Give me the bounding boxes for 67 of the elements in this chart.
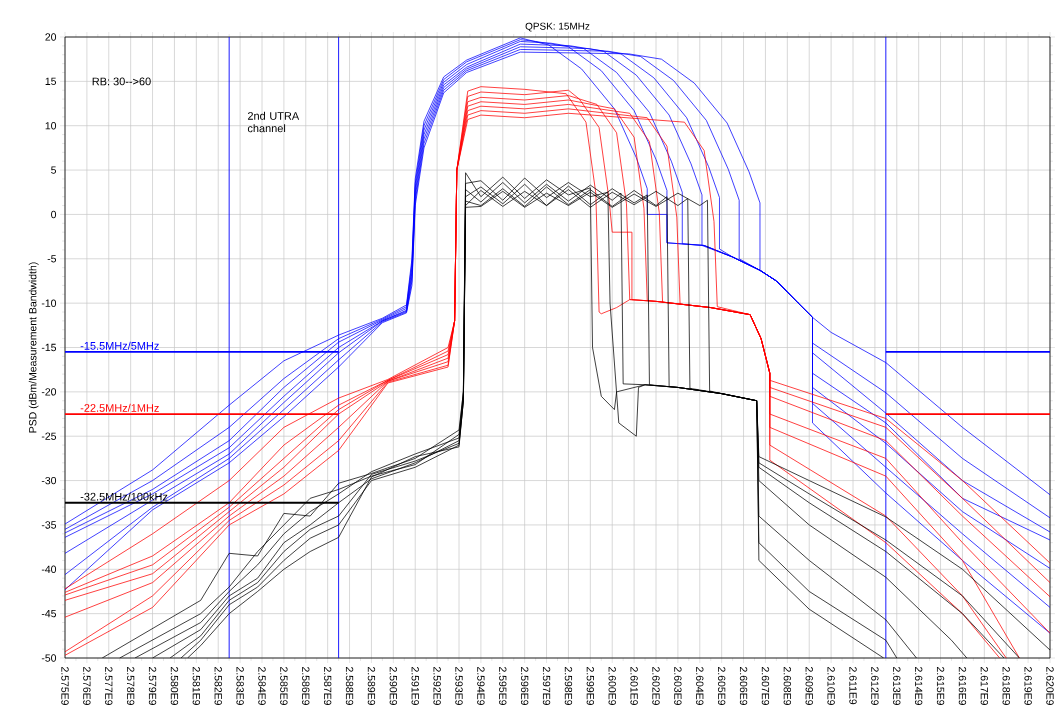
x-tick-label: 2.595E9 [499, 667, 507, 705]
x-tick-label: 2.582E9 [214, 667, 222, 705]
x-tick-label: 2.608E9 [783, 667, 792, 705]
y-tick-label: 20 [45, 33, 57, 41]
y-tick-label: 5 [51, 166, 57, 174]
annotation: 2nd UTRA channel [247, 111, 300, 133]
y-tick-label: 15 [45, 77, 57, 86]
y-tick-label: -35 [41, 521, 57, 529]
x-tick-label: 2.601E9 [630, 667, 638, 705]
x-tick-label: 2.603E9 [674, 667, 682, 705]
x-tick-label: 2.598E9 [564, 667, 573, 705]
x-tick-label: 2.618E9 [1002, 667, 1010, 705]
y-tick-label: -15 [41, 343, 57, 352]
series-label: -15.5MHz/5MHz [80, 341, 159, 350]
x-tick-label: 2.605E9 [717, 667, 726, 705]
x-tick-label: 2.599E9 [586, 667, 595, 705]
x-tick-label: 2.592E9 [433, 667, 441, 705]
x-tick-label: 2.593E9 [455, 667, 463, 705]
y-tick-label: -40 [41, 565, 57, 573]
y-tick-label: -20 [41, 388, 57, 396]
y-tick-label: -25 [41, 432, 57, 440]
x-tick-label: 2.589E9 [367, 667, 376, 705]
x-tick-label: 2.588E9 [345, 667, 354, 705]
x-tick-label: 2.602E9 [652, 667, 660, 705]
x-tick-label: 2.584E9 [258, 667, 266, 705]
x-tick-label: 2.594E9 [477, 667, 485, 705]
x-tick-label: 2.606E9 [739, 667, 748, 705]
x-tick-label: 2.609E9 [805, 667, 813, 705]
x-tick-label: 2.583E9 [236, 667, 244, 705]
x-tick-label: 2.580E9 [170, 667, 179, 705]
x-tick-label: 2.610E9 [827, 667, 835, 705]
x-tick-label: 2.611E9 [849, 667, 857, 705]
annotation: RB: 30-->60 [92, 77, 151, 86]
x-tick-label: 2.578E9 [126, 667, 135, 705]
x-tick-label: 2.596E9 [520, 667, 529, 705]
y-axis-title: PSD (dBm/Measurement Bandwidth) [28, 262, 39, 433]
y-tick-label: -50 [41, 654, 57, 662]
x-tick-label: 2.604E9 [696, 667, 704, 705]
y-tick-label: -45 [41, 610, 57, 618]
y-tick-label: -10 [41, 299, 57, 307]
x-tick-label: 2.612E9 [871, 667, 879, 705]
x-tick-label: 2.591E9 [411, 667, 419, 705]
x-tick-label: 2.586E9 [302, 667, 310, 705]
x-tick-label: 2.607E9 [761, 667, 770, 705]
y-tick-label: -30 [41, 476, 57, 485]
y-tick-label: 0 [51, 210, 57, 219]
x-tick-label: 2.577E9 [105, 667, 113, 705]
x-tick-label: 2.617E9 [980, 667, 989, 705]
y-tick-label: 10 [45, 122, 57, 130]
x-tick-label: 2.590E9 [389, 667, 398, 705]
x-tick-label: 2.576E9 [83, 667, 91, 705]
x-tick-label: 2.600E9 [608, 667, 616, 705]
series-label: -22.5MHz/1MHz [80, 403, 159, 412]
x-tick-label: 2.585E9 [280, 667, 288, 705]
x-tick-label: 2.581E9 [192, 667, 201, 705]
x-tick-label: 2.615E9 [936, 667, 945, 705]
x-tick-label: 2.579E9 [148, 667, 157, 705]
chart-title: QPSK: 15MHz [525, 22, 590, 32]
x-tick-label: 2.575E9 [61, 667, 69, 705]
x-tick-label: 2.613E9 [893, 667, 901, 705]
x-tick-label: 2.616E9 [958, 667, 967, 705]
x-tick-label: 2.620E9 [1046, 667, 1054, 705]
x-tick-label: 2.614E9 [914, 667, 923, 705]
x-tick-label: 2.587E9 [323, 667, 332, 705]
x-tick-label: 2.619E9 [1024, 667, 1032, 705]
x-tick-label: 2.597E9 [542, 667, 551, 705]
y-tick-label: -5 [47, 255, 57, 263]
